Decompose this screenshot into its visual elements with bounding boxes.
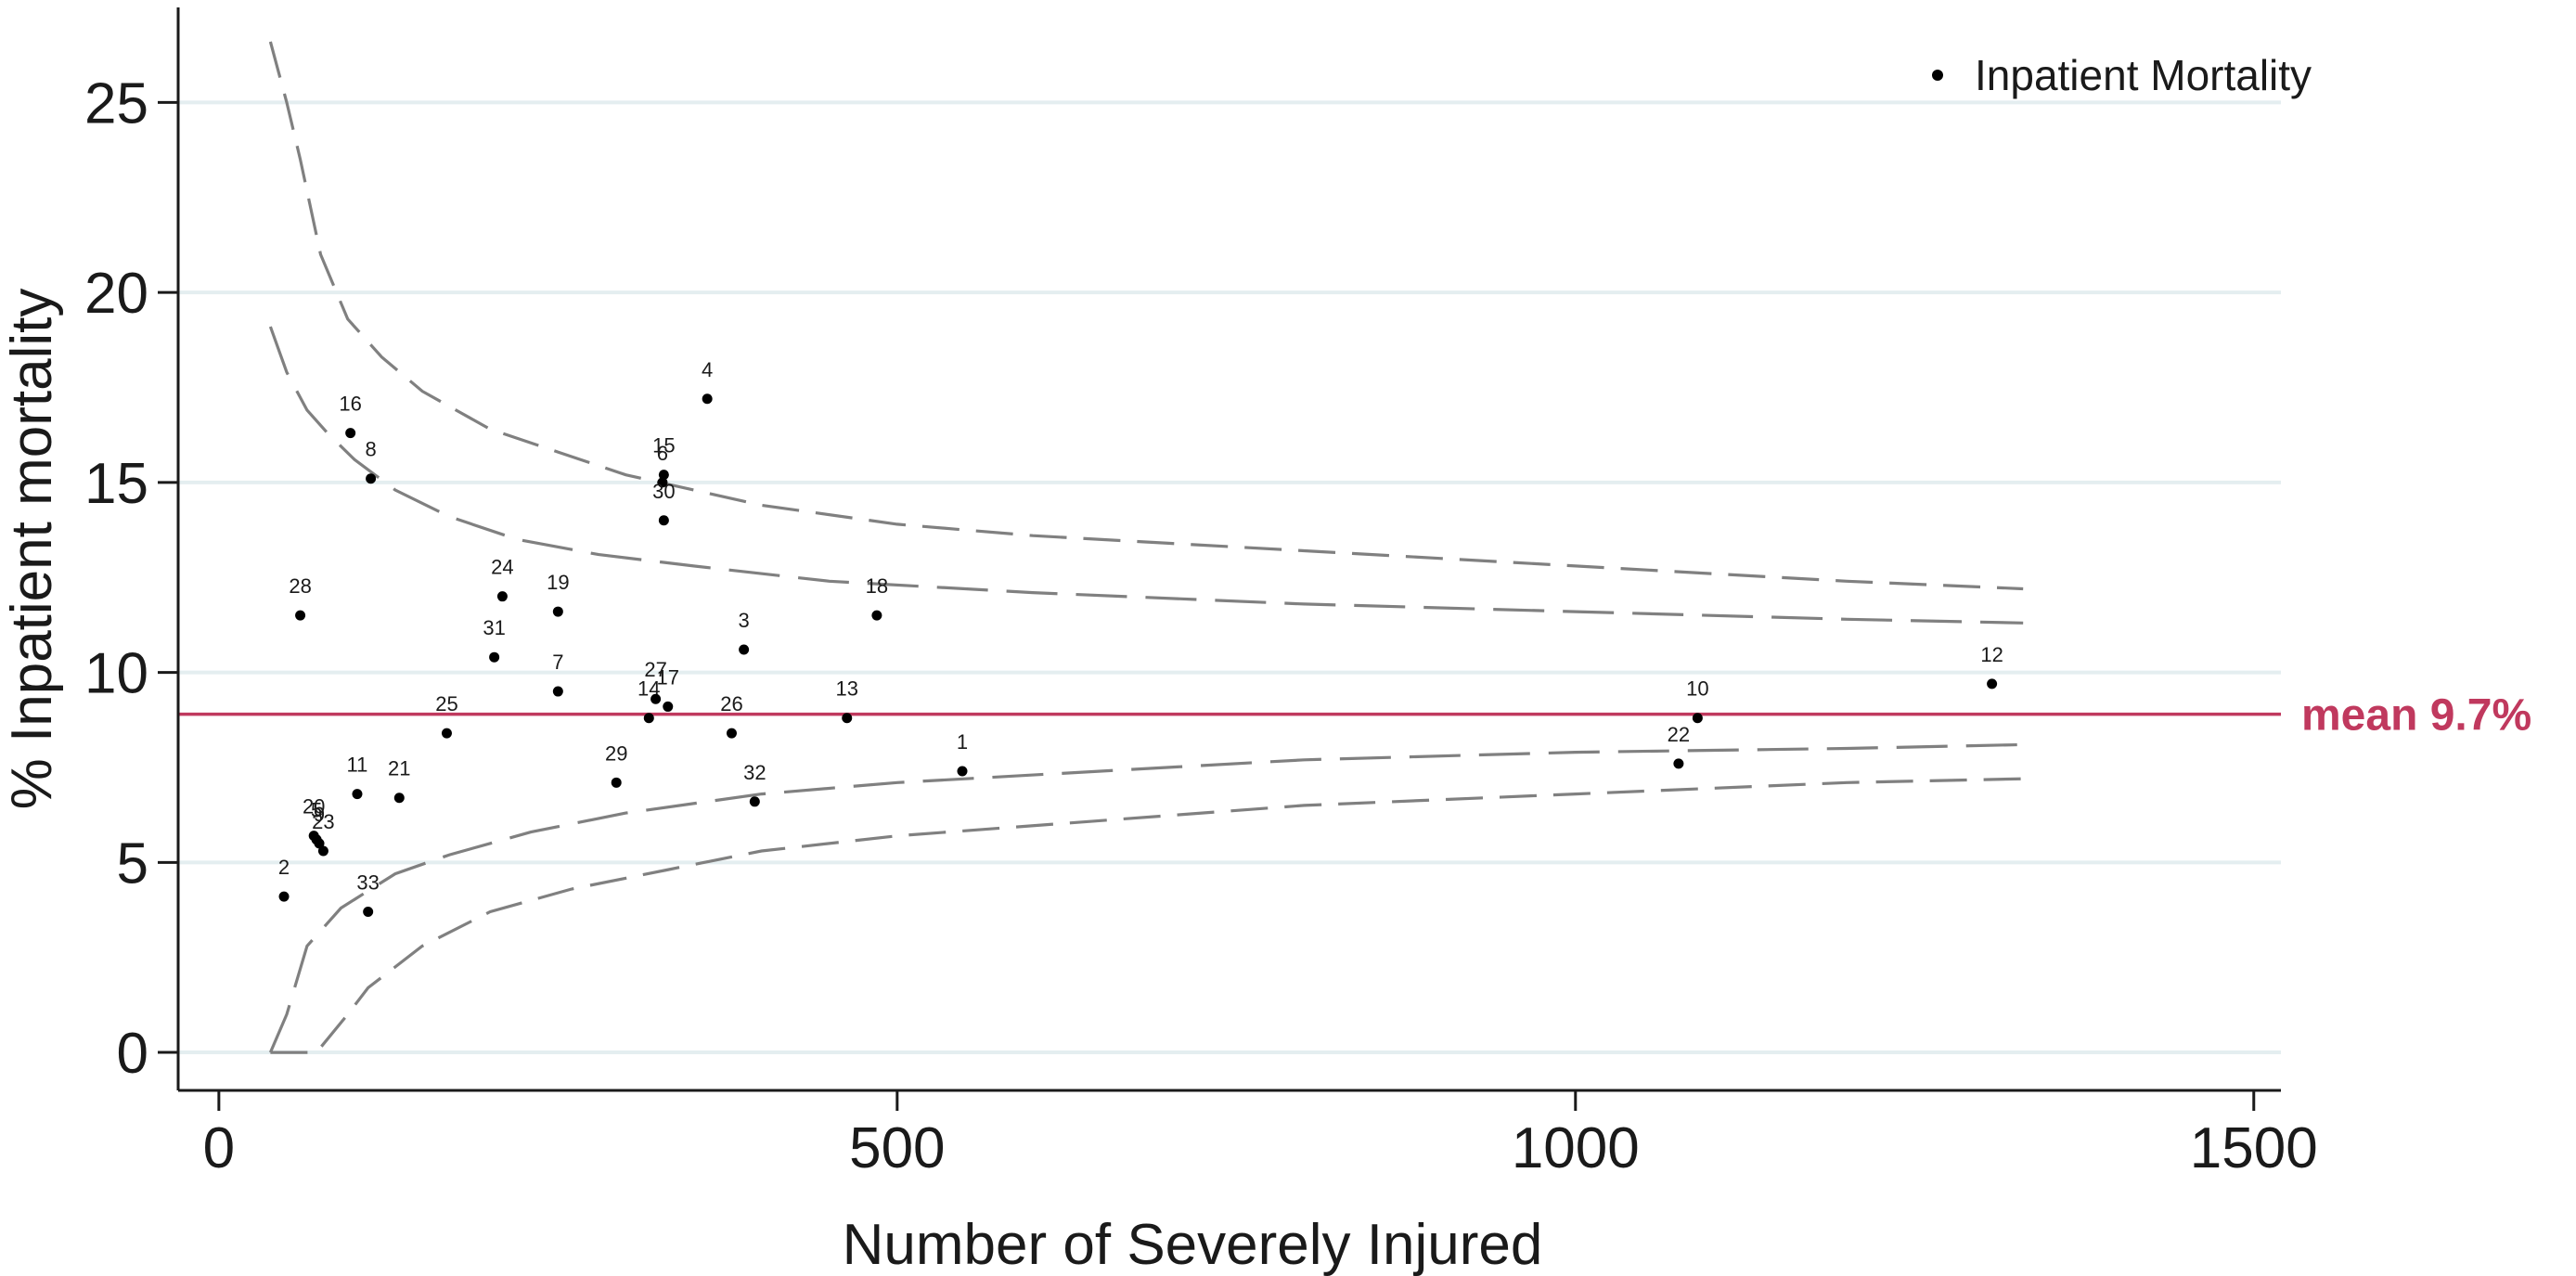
point-label-28: 28 bbox=[289, 574, 311, 598]
y-tick-label: 5 bbox=[117, 831, 148, 896]
point-label-25: 25 bbox=[435, 692, 457, 715]
data-point-4 bbox=[702, 393, 713, 405]
y-tick-label: 25 bbox=[84, 71, 148, 135]
data-point-12 bbox=[1987, 678, 1998, 690]
data-point-14 bbox=[643, 713, 654, 724]
point-label-30: 30 bbox=[652, 480, 675, 503]
point-label-19: 19 bbox=[547, 571, 569, 594]
legend-marker bbox=[1932, 70, 1943, 81]
data-point-31 bbox=[489, 651, 500, 663]
data-point-10 bbox=[1692, 713, 1703, 724]
point-label-20: 20 bbox=[303, 795, 325, 818]
point-label-3: 3 bbox=[739, 609, 750, 632]
y-tick-label: 10 bbox=[84, 642, 148, 706]
x-tick-label: 500 bbox=[849, 1116, 945, 1180]
data-point-23 bbox=[317, 845, 328, 857]
control-limit-upper-inner bbox=[268, 326, 2024, 625]
data-point-21 bbox=[393, 793, 405, 804]
data-point-27 bbox=[650, 693, 662, 704]
data-point-8 bbox=[366, 473, 377, 484]
data-point-6 bbox=[657, 477, 668, 488]
point-label-10: 10 bbox=[1686, 677, 1708, 701]
point-label-27: 27 bbox=[644, 658, 666, 681]
data-point-9 bbox=[314, 838, 325, 849]
point-label-23: 23 bbox=[312, 810, 334, 833]
point-label-22: 22 bbox=[1668, 723, 1690, 746]
data-point-18 bbox=[871, 610, 882, 621]
point-label-6: 6 bbox=[657, 442, 668, 465]
point-label-29: 29 bbox=[605, 741, 627, 765]
data-point-29 bbox=[611, 777, 622, 788]
point-label-24: 24 bbox=[491, 556, 513, 579]
control-limit-upper-outer bbox=[268, 41, 2024, 591]
data-point-26 bbox=[726, 728, 737, 739]
data-points: 1234567891011121314151617181920212223242… bbox=[278, 358, 2003, 918]
point-label-2: 2 bbox=[278, 856, 290, 879]
data-point-33 bbox=[363, 907, 374, 918]
point-label-8: 8 bbox=[365, 438, 376, 461]
point-label-7: 7 bbox=[552, 651, 563, 674]
y-tick-label: 15 bbox=[84, 452, 148, 516]
point-label-32: 32 bbox=[743, 761, 766, 784]
mean-label: mean 9.7% bbox=[2301, 691, 2531, 741]
point-label-11: 11 bbox=[347, 754, 368, 777]
x-axis-title: Number of Severely Injured bbox=[843, 1213, 1543, 1276]
data-point-3 bbox=[739, 644, 750, 655]
y-tick-label: 0 bbox=[117, 1022, 148, 1086]
point-label-12: 12 bbox=[1980, 643, 2003, 666]
point-label-33: 33 bbox=[356, 871, 379, 895]
legend: Inpatient Mortality bbox=[1932, 51, 2312, 99]
point-label-18: 18 bbox=[866, 574, 888, 598]
y-axis-title: % Inpatient mortality bbox=[0, 289, 64, 810]
x-tick-label: 1000 bbox=[1512, 1116, 1640, 1180]
data-point-15 bbox=[658, 470, 669, 481]
data-point-28 bbox=[295, 610, 306, 621]
data-point-32 bbox=[749, 796, 760, 807]
data-point-17 bbox=[663, 701, 674, 712]
data-point-2 bbox=[278, 891, 290, 902]
x-tick-label: 0 bbox=[203, 1116, 235, 1180]
point-label-1: 1 bbox=[957, 730, 968, 754]
control-limit-lower-outer bbox=[270, 777, 2024, 1054]
point-label-5: 5 bbox=[311, 799, 322, 822]
data-point-11 bbox=[352, 789, 363, 800]
data-point-19 bbox=[552, 606, 563, 617]
x-tick-label: 1500 bbox=[2190, 1116, 2318, 1180]
point-label-4: 4 bbox=[702, 358, 713, 381]
point-label-16: 16 bbox=[339, 393, 361, 416]
point-label-9: 9 bbox=[314, 803, 325, 826]
data-point-22 bbox=[1673, 758, 1684, 769]
data-point-30 bbox=[658, 515, 669, 526]
point-label-21: 21 bbox=[388, 757, 410, 780]
data-point-1 bbox=[957, 766, 968, 777]
legend-label: Inpatient Mortality bbox=[1975, 51, 2312, 99]
control-limit-lower-inner bbox=[268, 742, 2024, 1053]
point-label-15: 15 bbox=[652, 434, 675, 458]
data-point-13 bbox=[842, 713, 853, 724]
point-label-31: 31 bbox=[483, 616, 505, 639]
point-label-26: 26 bbox=[720, 692, 742, 715]
point-label-13: 13 bbox=[835, 677, 857, 701]
data-point-7 bbox=[552, 686, 563, 697]
data-point-25 bbox=[441, 728, 452, 739]
data-point-24 bbox=[496, 591, 508, 602]
data-point-20 bbox=[308, 831, 319, 842]
point-label-17: 17 bbox=[657, 665, 679, 689]
data-point-16 bbox=[345, 428, 356, 439]
y-tick-label: 20 bbox=[84, 262, 148, 326]
control-limits bbox=[268, 41, 2024, 1054]
gridlines bbox=[178, 100, 2281, 1055]
